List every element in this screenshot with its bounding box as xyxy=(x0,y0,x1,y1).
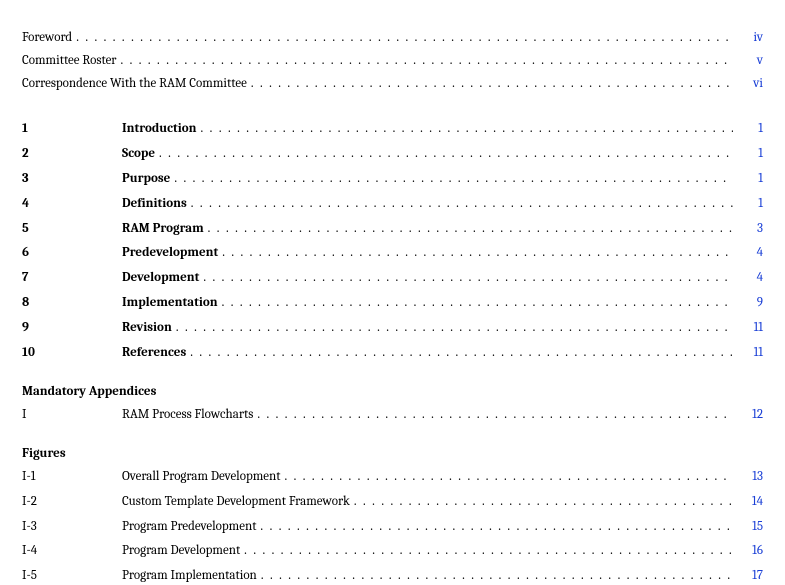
toc-appendix-row: IRAM Process Flowcharts . . . . . . . . … xyxy=(22,407,763,424)
toc-entry-number: I-4 xyxy=(22,543,122,560)
toc-page-number[interactable]: 17 xyxy=(733,568,763,585)
toc-page-number[interactable]: 12 xyxy=(733,407,763,424)
toc-page-number[interactable]: 16 xyxy=(733,543,763,560)
toc-entry-title: Correspondence With the RAM Committee xyxy=(22,76,247,91)
toc-frontmatter-row: Foreword . . . . . . . . . . . . . . . .… xyxy=(22,30,763,45)
dot-leader: . . . . . . . . . . . . . . . . . . . . … xyxy=(218,295,733,312)
toc-chapter-row: 8Implementation . . . . . . . . . . . . … xyxy=(22,295,763,312)
toc-page-number[interactable]: 4 xyxy=(733,245,763,262)
toc-entry-number: 1 xyxy=(22,121,122,138)
toc-entry-number: 6 xyxy=(22,245,122,262)
toc-entry-number: 9 xyxy=(22,320,122,337)
toc-entry-number: I-5 xyxy=(22,568,122,585)
toc-page-number[interactable]: 1 xyxy=(733,146,763,163)
dot-leader: . . . . . . . . . . . . . . . . . . . . … xyxy=(218,245,733,262)
toc-entry-title: Revision xyxy=(122,320,172,337)
toc-entry-number: 7 xyxy=(22,270,122,287)
toc-page-number[interactable]: 9 xyxy=(733,295,763,312)
toc-chapter-row: 5RAM Program . . . . . . . . . . . . . .… xyxy=(22,221,763,238)
toc-chapter-row: 7Development . . . . . . . . . . . . . .… xyxy=(22,270,763,287)
toc-page-number[interactable]: 15 xyxy=(733,519,763,536)
toc-page-number[interactable]: 1 xyxy=(733,196,763,213)
toc-page-number[interactable]: 3 xyxy=(733,221,763,238)
toc-entry-number: 10 xyxy=(22,345,122,362)
toc-page-number[interactable]: 1 xyxy=(733,171,763,188)
toc-figure-row: I-4Program Development . . . . . . . . .… xyxy=(22,543,763,560)
toc-entry-title: Program Predevelopment xyxy=(122,519,256,536)
toc-entry-title: Purpose xyxy=(122,171,170,188)
toc-entry-number: I-3 xyxy=(22,519,122,536)
toc-entry-number: I xyxy=(22,407,122,424)
toc-frontmatter-row: Correspondence With the RAM Committee . … xyxy=(22,76,763,91)
toc-entry-title: Custom Template Development Framework xyxy=(122,494,350,511)
toc-chapter-row: 3Purpose . . . . . . . . . . . . . . . .… xyxy=(22,171,763,188)
toc-page-number[interactable]: 11 xyxy=(733,345,763,362)
toc-chapter-row: 2Scope . . . . . . . . . . . . . . . . .… xyxy=(22,146,763,163)
dot-leader: . . . . . . . . . . . . . . . . . . . . … xyxy=(253,407,733,424)
toc-chapter-row: 9Revision . . . . . . . . . . . . . . . … xyxy=(22,320,763,337)
dot-leader: . . . . . . . . . . . . . . . . . . . . … xyxy=(187,196,733,213)
toc-entry-number: 8 xyxy=(22,295,122,312)
toc-chapter-row: 4Definitions . . . . . . . . . . . . . .… xyxy=(22,196,763,213)
toc-page-number[interactable]: v xyxy=(733,53,763,68)
dot-leader: . . . . . . . . . . . . . . . . . . . . … xyxy=(116,53,733,68)
dot-leader: . . . . . . . . . . . . . . . . . . . . … xyxy=(170,171,733,188)
toc-entry-title: Definitions xyxy=(122,196,187,213)
toc-page-number[interactable]: 14 xyxy=(733,494,763,511)
dot-leader: . . . . . . . . . . . . . . . . . . . . … xyxy=(257,568,733,585)
toc-chapter-row: 1Introduction . . . . . . . . . . . . . … xyxy=(22,121,763,138)
toc-figure-row: I-1Overall Program Development . . . . .… xyxy=(22,469,763,486)
toc-entry-number: 2 xyxy=(22,146,122,163)
toc-figure-row: I-2Custom Template Development Framework… xyxy=(22,494,763,511)
toc-entry-title: Implementation xyxy=(122,295,218,312)
toc-page-number[interactable]: 1 xyxy=(733,121,763,138)
toc-entry-title: References xyxy=(122,345,186,362)
toc-page-number[interactable]: 11 xyxy=(733,320,763,337)
toc-entry-title: Program Implementation xyxy=(122,568,257,585)
toc-entry-number: 3 xyxy=(22,171,122,188)
toc-page-number[interactable]: 13 xyxy=(733,469,763,486)
toc-entry-title: Foreword xyxy=(22,30,72,45)
toc-entry-number: 5 xyxy=(22,221,122,238)
dot-leader: . . . . . . . . . . . . . . . . . . . . … xyxy=(72,30,733,45)
dot-leader: . . . . . . . . . . . . . . . . . . . . … xyxy=(186,345,733,362)
dot-leader: . . . . . . . . . . . . . . . . . . . . … xyxy=(247,76,733,91)
toc-page-number[interactable]: 4 xyxy=(733,270,763,287)
toc-page-number[interactable]: iv xyxy=(733,30,763,45)
dot-leader: . . . . . . . . . . . . . . . . . . . . … xyxy=(350,494,733,511)
toc-entry-title: Overall Program Development xyxy=(122,469,280,486)
toc-entry-number: I-2 xyxy=(22,494,122,511)
dot-leader: . . . . . . . . . . . . . . . . . . . . … xyxy=(172,320,733,337)
appendices-header: Mandatory Appendices xyxy=(22,384,763,399)
toc-entry-title: Program Development xyxy=(122,543,240,560)
toc-figure-row: I-3Program Predevelopment . . . . . . . … xyxy=(22,519,763,536)
toc-entry-title: RAM Program xyxy=(122,221,204,238)
dot-leader: . . . . . . . . . . . . . . . . . . . . … xyxy=(199,270,733,287)
toc-entry-title: Development xyxy=(122,270,199,287)
toc-entry-number: I-1 xyxy=(22,469,122,486)
toc-page-number[interactable]: vi xyxy=(733,76,763,91)
toc-figure-row: I-5Program Implementation . . . . . . . … xyxy=(22,568,763,585)
table-of-contents: Foreword . . . . . . . . . . . . . . . .… xyxy=(22,30,763,585)
dot-leader: . . . . . . . . . . . . . . . . . . . . … xyxy=(204,221,733,238)
toc-chapter-row: 6Predevelopment . . . . . . . . . . . . … xyxy=(22,245,763,262)
dot-leader: . . . . . . . . . . . . . . . . . . . . … xyxy=(256,519,733,536)
toc-chapter-row: 10References . . . . . . . . . . . . . .… xyxy=(22,345,763,362)
toc-entry-title: Predevelopment xyxy=(122,245,218,262)
toc-entry-title: Introduction xyxy=(122,121,197,138)
dot-leader: . . . . . . . . . . . . . . . . . . . . … xyxy=(197,121,733,138)
toc-entry-title: Scope xyxy=(122,146,155,163)
dot-leader: . . . . . . . . . . . . . . . . . . . . … xyxy=(155,146,733,163)
dot-leader: . . . . . . . . . . . . . . . . . . . . … xyxy=(240,543,733,560)
toc-entry-title: RAM Process Flowcharts xyxy=(122,407,253,424)
figures-header: Figures xyxy=(22,446,763,461)
dot-leader: . . . . . . . . . . . . . . . . . . . . … xyxy=(280,469,733,486)
toc-entry-number: 4 xyxy=(22,196,122,213)
toc-frontmatter-row: Committee Roster . . . . . . . . . . . .… xyxy=(22,53,763,68)
toc-entry-title: Committee Roster xyxy=(22,53,116,68)
